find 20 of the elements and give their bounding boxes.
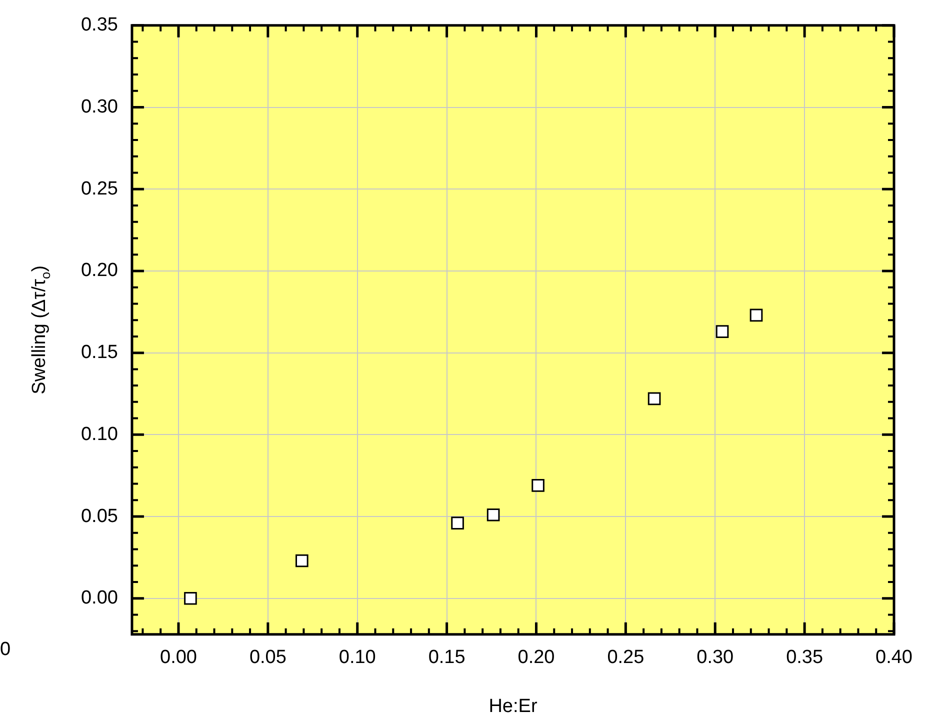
x-tick-label: 0.15	[428, 647, 466, 668]
y-tick-label: 0.00	[80, 588, 118, 609]
x-tick-label: 0.40	[876, 647, 912, 668]
y-tick-label: 0.10	[80, 424, 118, 445]
y-tick-label: 0.05	[80, 506, 118, 527]
x-tick-label: 0.30	[696, 647, 734, 668]
text: 0	[0, 639, 11, 660]
y-tick-label: 0.25	[80, 178, 118, 200]
x-tick-label: 0.05	[249, 647, 286, 668]
x-tick-label: 0.35	[786, 647, 824, 668]
x-tick-label: 0.00	[160, 647, 197, 668]
x-tick-label: 0.25	[607, 647, 644, 668]
x-tick-label: 0.10	[338, 647, 376, 668]
y-tick-label: 0.20	[80, 260, 118, 282]
x-tick-label: 0.20	[518, 647, 555, 668]
x-axis-title: He:Er	[488, 696, 538, 717]
y-tick-label: 0.15	[80, 342, 118, 364]
y-tick-label: 0.30	[80, 96, 118, 118]
y-axis-title: Swelling (Δτ/τo)	[29, 265, 53, 394]
y-tick-label: 0.35	[80, 14, 118, 36]
